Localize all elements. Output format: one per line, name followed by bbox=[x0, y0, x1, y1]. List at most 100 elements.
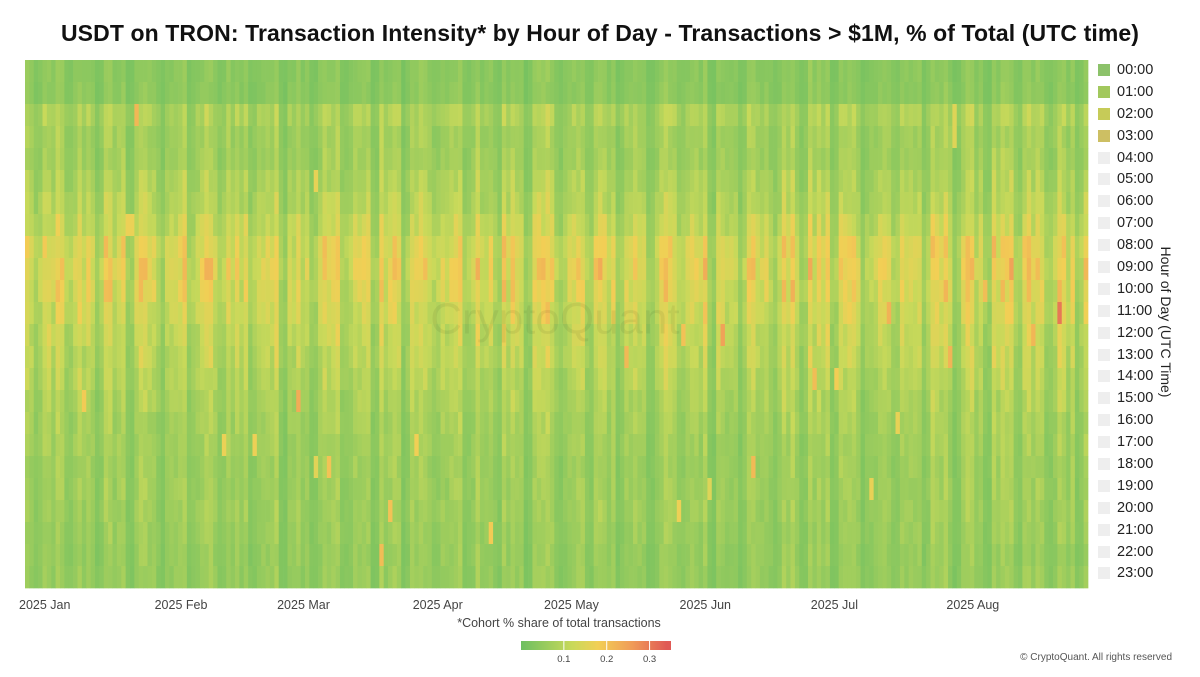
heatmap-cell bbox=[344, 302, 350, 325]
heatmap-cell bbox=[331, 302, 336, 325]
heatmap-cell bbox=[68, 544, 74, 567]
heatmap-cell bbox=[287, 434, 293, 457]
heatmap-cell bbox=[847, 346, 853, 369]
heatmap-cell bbox=[528, 258, 533, 281]
heatmap-cell bbox=[694, 60, 700, 83]
heatmap-cell bbox=[558, 324, 564, 347]
heatmap-cell bbox=[453, 390, 459, 413]
heatmap-cell bbox=[121, 324, 126, 347]
heatmap-cell bbox=[147, 170, 153, 193]
heatmap-cell bbox=[414, 390, 420, 413]
heatmap-cell bbox=[860, 456, 866, 479]
heatmap-cell bbox=[436, 280, 441, 303]
heatmap-cell bbox=[633, 324, 638, 347]
heatmap-cell bbox=[379, 60, 385, 83]
heatmap-cell bbox=[221, 126, 227, 149]
heatmap-cell bbox=[309, 456, 315, 479]
heatmap-cell bbox=[838, 500, 844, 523]
heatmap-cell bbox=[55, 214, 61, 237]
heatmap-cell bbox=[423, 522, 428, 545]
heatmap-cell bbox=[615, 302, 621, 325]
heatmap-cell bbox=[698, 258, 704, 281]
heatmap-cell bbox=[878, 522, 883, 545]
heatmap-cell bbox=[116, 368, 122, 391]
heatmap-cell bbox=[619, 500, 625, 523]
heatmap-cell bbox=[81, 324, 87, 347]
heatmap-cell bbox=[913, 456, 918, 479]
heatmap-cell bbox=[558, 500, 564, 523]
heatmap-cell bbox=[659, 258, 665, 281]
heatmap-cell bbox=[55, 522, 61, 545]
heatmap-cell bbox=[479, 192, 485, 215]
heatmap-cell bbox=[99, 126, 105, 149]
heatmap-cell bbox=[269, 456, 275, 479]
heatmap-cell bbox=[134, 346, 140, 369]
heatmap-cell bbox=[191, 544, 196, 567]
heatmap-cell bbox=[138, 236, 144, 259]
heatmap-cell bbox=[178, 390, 183, 413]
heatmap-cell bbox=[851, 544, 857, 567]
heatmap-cell bbox=[843, 126, 848, 149]
heatmap-cell bbox=[208, 544, 214, 567]
heatmap-cell bbox=[641, 148, 647, 171]
heatmap-cell bbox=[86, 412, 91, 435]
heatmap-cell bbox=[466, 544, 472, 567]
heatmap-cell bbox=[825, 522, 831, 545]
heatmap-cell bbox=[256, 280, 262, 303]
heatmap-cell bbox=[94, 544, 100, 567]
heatmap-cell bbox=[326, 390, 332, 413]
heatmap-cell bbox=[650, 368, 656, 391]
heatmap-cell bbox=[239, 148, 245, 171]
heatmap-cell bbox=[808, 126, 813, 149]
heatmap-cell bbox=[733, 390, 739, 413]
heatmap-cell bbox=[335, 236, 341, 259]
heatmap-cell bbox=[628, 192, 634, 215]
heatmap-cell bbox=[287, 346, 293, 369]
heatmap-cell bbox=[458, 82, 463, 105]
heatmap-cell bbox=[339, 258, 345, 281]
heatmap-cell bbox=[519, 104, 525, 127]
heatmap-cell bbox=[650, 170, 656, 193]
heatmap-cell bbox=[147, 434, 153, 457]
heatmap-cell bbox=[81, 434, 87, 457]
heatmap-cell bbox=[711, 214, 717, 237]
heatmap-cell bbox=[318, 522, 323, 545]
heatmap-cell bbox=[825, 434, 831, 457]
heatmap-cell bbox=[361, 236, 367, 259]
heatmap-cell bbox=[440, 170, 446, 193]
heatmap-cell bbox=[685, 126, 691, 149]
heatmap-cell bbox=[812, 170, 818, 193]
heatmap-cell bbox=[147, 478, 153, 501]
heatmap-cell bbox=[829, 390, 835, 413]
heatmap-cell bbox=[173, 148, 179, 171]
heatmap-cell bbox=[628, 214, 634, 237]
heatmap-cell bbox=[125, 170, 131, 193]
heatmap-cell bbox=[322, 544, 328, 567]
heatmap-cell bbox=[676, 346, 682, 369]
heatmap-cell bbox=[746, 390, 752, 413]
heatmap-cell bbox=[199, 148, 205, 171]
heatmap-cell bbox=[484, 126, 490, 149]
heatmap-cell bbox=[370, 412, 376, 435]
heatmap-cell bbox=[913, 214, 918, 237]
heatmap-cell bbox=[147, 346, 153, 369]
heatmap-cell bbox=[584, 522, 590, 545]
heatmap-cell bbox=[611, 126, 616, 149]
heatmap-cell bbox=[339, 346, 345, 369]
heatmap-cell bbox=[860, 148, 866, 171]
heatmap-cell bbox=[160, 434, 166, 457]
heatmap-cell bbox=[908, 456, 914, 479]
heatmap-cell bbox=[738, 148, 743, 171]
heatmap-cell bbox=[405, 412, 411, 435]
heatmap-cell bbox=[453, 346, 459, 369]
heatmap-cell bbox=[331, 104, 336, 127]
heatmap-cell bbox=[926, 104, 931, 127]
heatmap-cell bbox=[724, 412, 730, 435]
heatmap-cell bbox=[129, 148, 135, 171]
heatmap-cell bbox=[29, 412, 35, 435]
heatmap-cell bbox=[418, 214, 424, 237]
heatmap-cell bbox=[103, 346, 109, 369]
heatmap-cell bbox=[908, 324, 914, 347]
heatmap-cell bbox=[554, 192, 560, 215]
heatmap-cell bbox=[449, 478, 455, 501]
